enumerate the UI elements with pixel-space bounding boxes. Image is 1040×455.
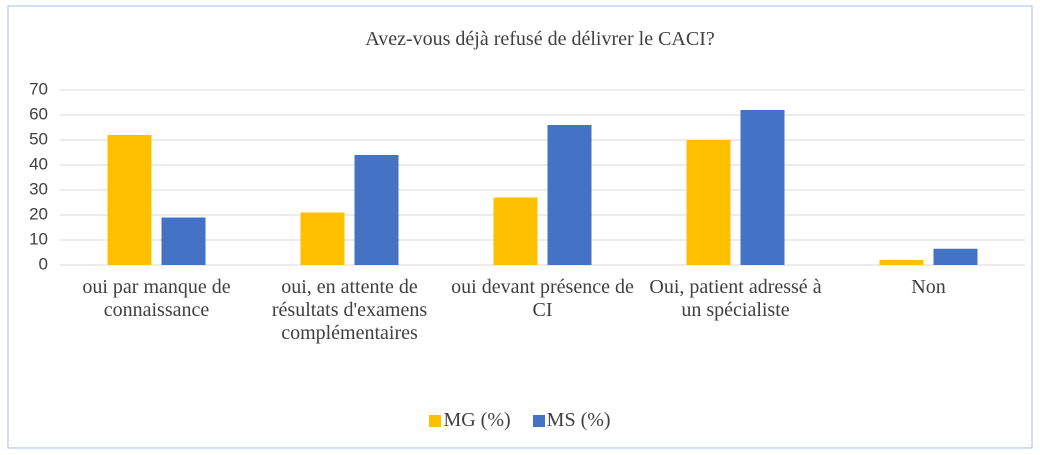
bar: [686, 140, 731, 265]
x-tick-label: oui devant présence de CI: [451, 276, 634, 321]
legend: MG (%) MS (%): [0, 409, 1040, 432]
y-tick-label: 30: [29, 179, 48, 198]
bar: [493, 197, 538, 265]
x-tick-label: oui, en attente de résultats d'examens c…: [271, 276, 428, 344]
bar: [933, 248, 978, 265]
bar: [300, 212, 345, 265]
bar: [879, 260, 924, 265]
y-tick-label: 50: [29, 129, 48, 148]
y-tick-label: 60: [29, 104, 48, 123]
legend-item: MG (%): [429, 409, 511, 432]
bar: [547, 125, 592, 265]
bar: [107, 135, 152, 265]
y-tick-label: 20: [29, 204, 48, 223]
bar: [161, 217, 206, 265]
y-tick-label: 10: [29, 229, 48, 248]
x-tick-label: Non: [911, 276, 946, 298]
chart-title: Avez-vous déjà refusé de délivrer le CAC…: [365, 28, 715, 50]
legend-swatch: [429, 414, 442, 427]
bar: [354, 155, 399, 265]
legend-label: MS (%): [546, 409, 611, 431]
x-tick-label: Oui, patient adressé à un spécialiste: [649, 276, 822, 321]
legend-label: MG (%): [443, 409, 511, 431]
x-tick-label: oui par manque de connaissance: [82, 276, 231, 321]
bar: [740, 110, 785, 265]
legend-swatch: [532, 414, 545, 427]
y-tick-label: 40: [29, 154, 48, 173]
y-tick-label: 70: [29, 79, 48, 98]
y-tick-label: 0: [39, 254, 48, 273]
legend-item: MS (%): [532, 409, 611, 432]
